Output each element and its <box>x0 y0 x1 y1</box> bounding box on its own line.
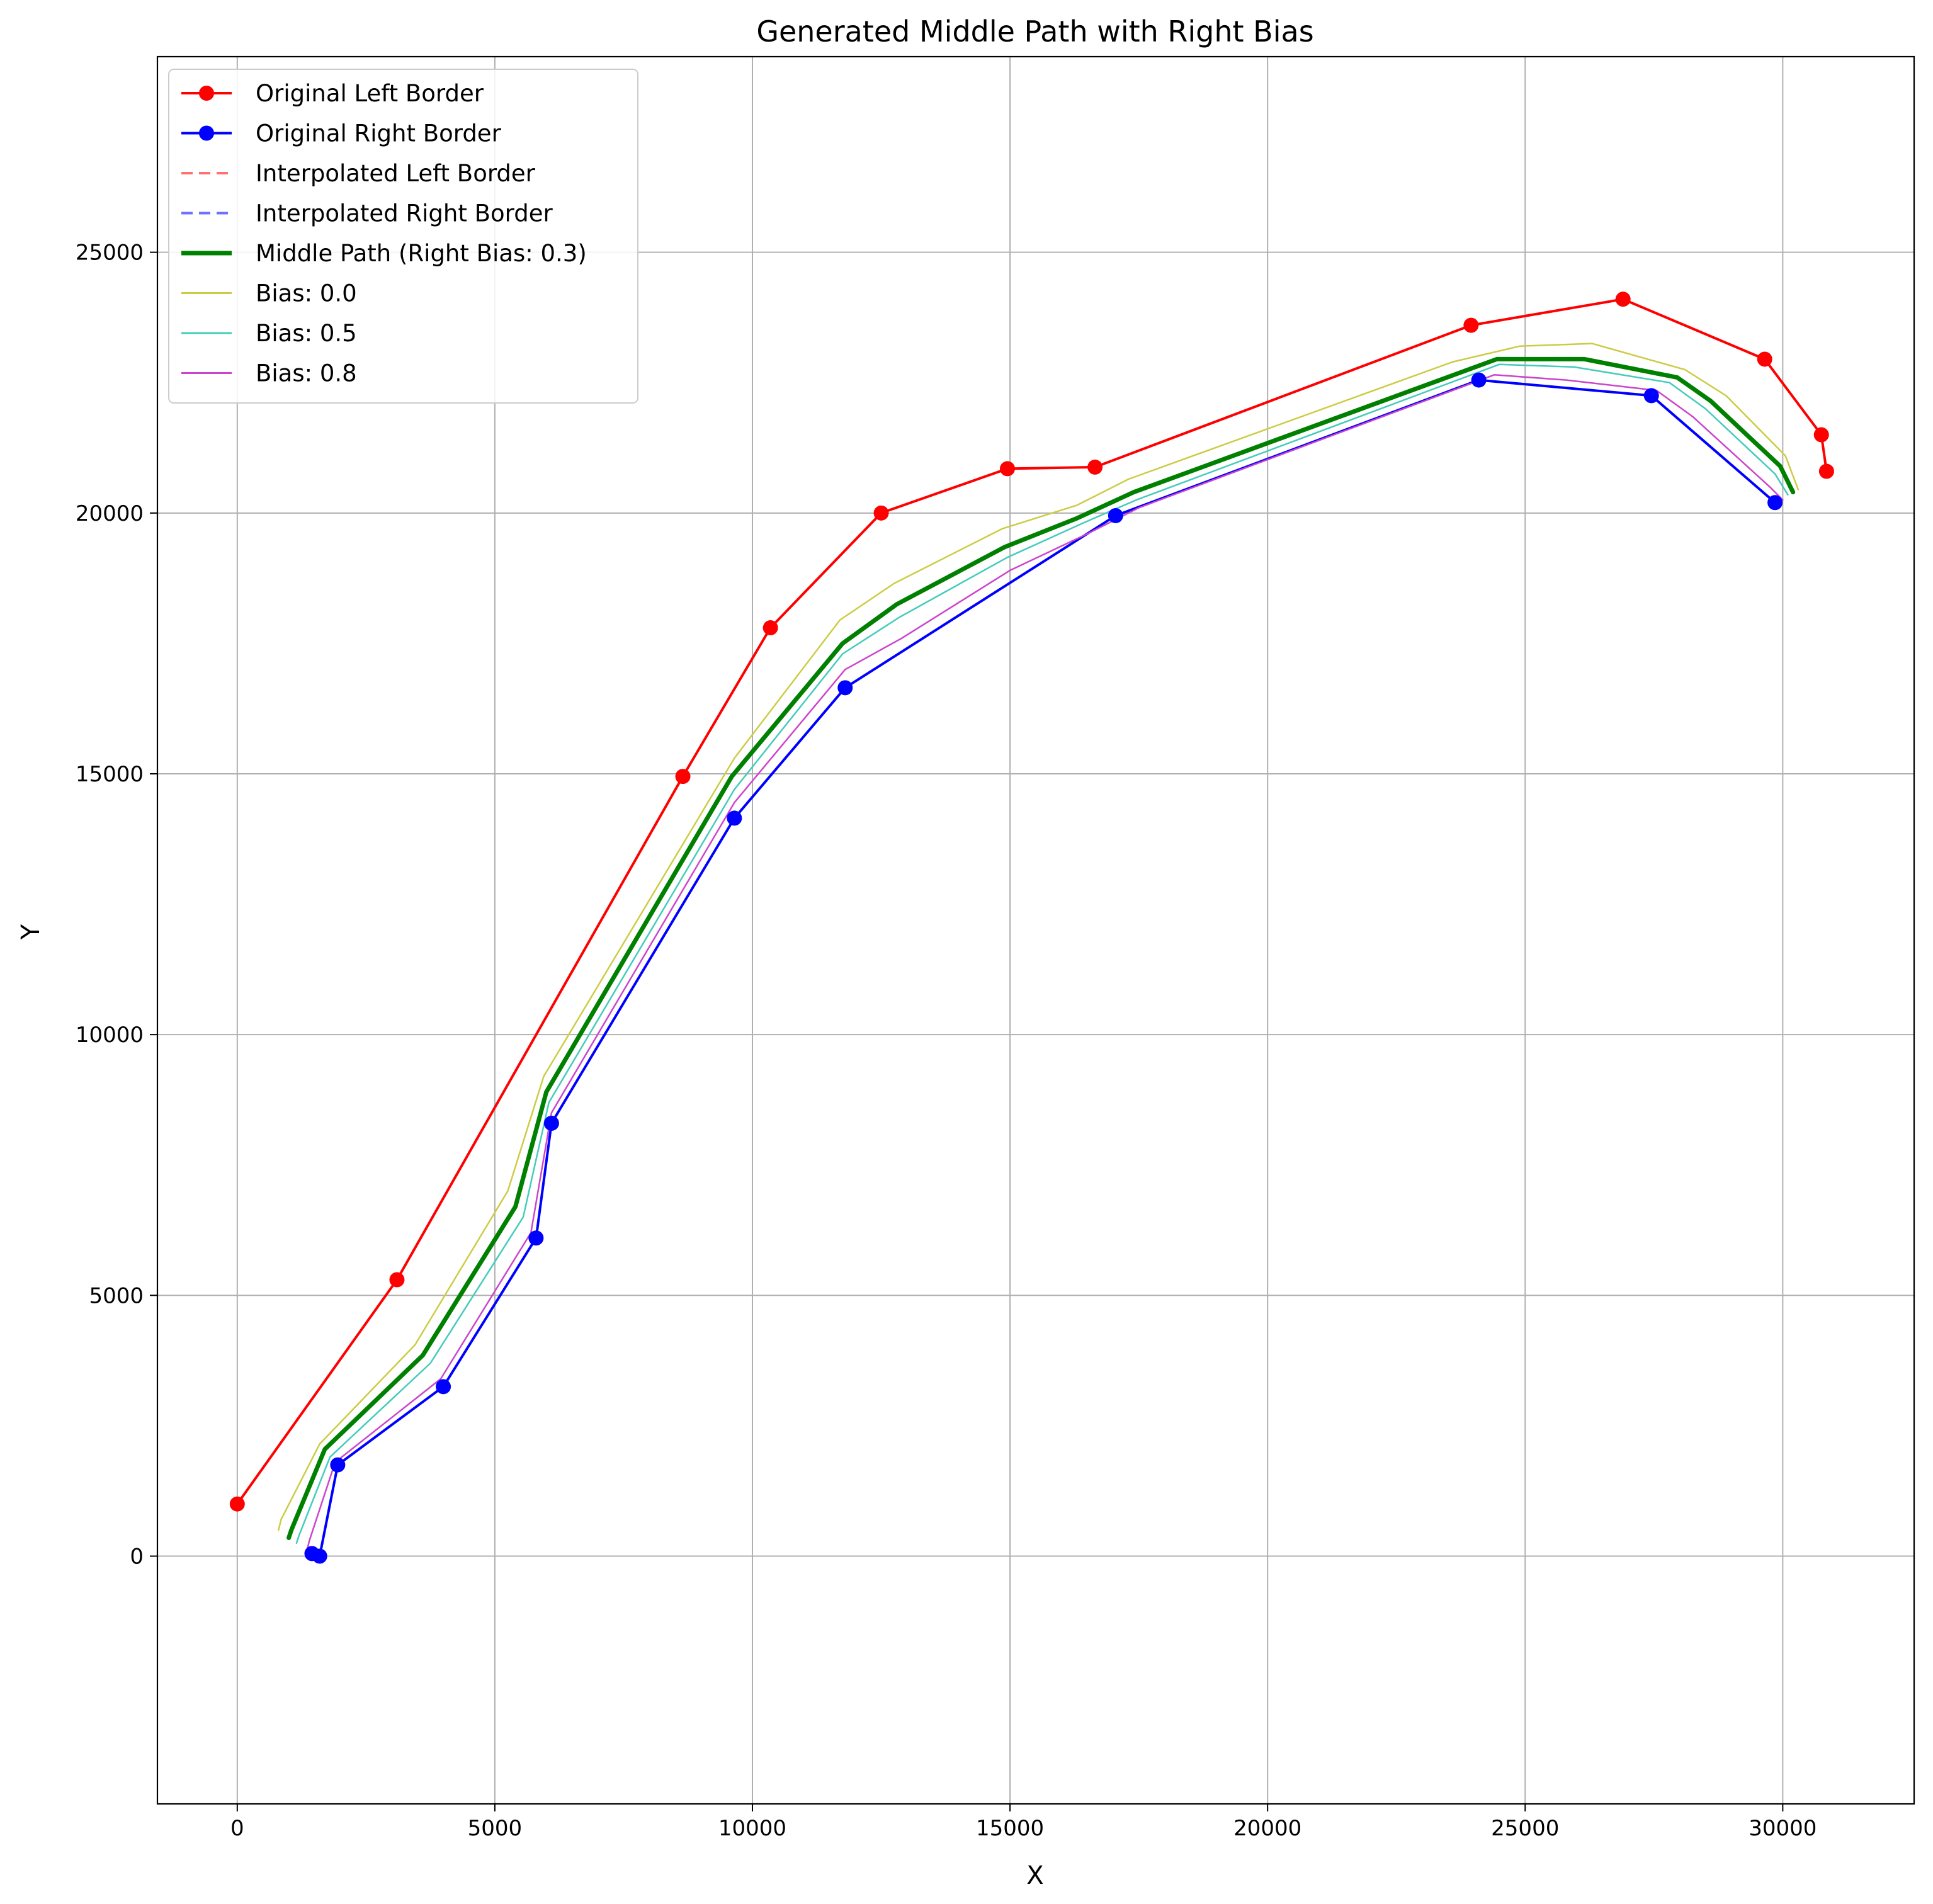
x-tick-label: 30000 <box>1749 1816 1817 1841</box>
legend-label: Bias: 0.5 <box>256 320 357 347</box>
series-line-4 <box>286 356 1796 1540</box>
series-line-5 <box>278 343 1800 1531</box>
legend-box <box>168 69 638 404</box>
legend-label: Original Left Border <box>256 80 484 107</box>
series-point-1 <box>528 1230 544 1246</box>
series-point-0 <box>762 620 778 636</box>
y-tick-label: 0 <box>130 1544 144 1570</box>
y-tick-label: 15000 <box>76 762 144 787</box>
series-point-0 <box>1818 463 1834 479</box>
series-point-0 <box>1813 427 1829 443</box>
legend-label: Interpolated Right Border <box>256 200 553 227</box>
y-tick-label: 25000 <box>76 241 144 266</box>
y-tick-label: 10000 <box>76 1023 144 1048</box>
series-point-0 <box>873 505 889 521</box>
plot-area <box>229 292 1834 1564</box>
legend-marker <box>199 125 214 141</box>
x-tick-label: 15000 <box>976 1816 1044 1841</box>
axis-ticks: 0 5000 10000 15000 20000 25000 30000 0 5000 10000… <box>76 241 1817 1841</box>
series-point-1 <box>436 1379 451 1395</box>
series-point-0 <box>675 769 691 785</box>
series-point-1 <box>1767 495 1783 511</box>
legend-label: Original Right Border <box>256 120 502 147</box>
series-line-7 <box>306 374 1784 1552</box>
x-tick-label: 10000 <box>718 1816 786 1841</box>
legend-label: Bias: 0.0 <box>256 280 357 307</box>
series-point-0 <box>1000 461 1015 477</box>
series-point-0 <box>389 1272 405 1288</box>
series-point-0 <box>1615 292 1631 307</box>
series-point-1 <box>727 810 742 826</box>
series-point-0 <box>1087 459 1103 475</box>
y-tick-label: 5000 <box>89 1283 144 1308</box>
x-tick-label: 0 <box>230 1816 244 1841</box>
series-point-1 <box>312 1548 327 1564</box>
x-tick-label: 20000 <box>1233 1816 1301 1841</box>
legend-label: Bias: 0.8 <box>256 360 357 387</box>
y-axis-label: Y <box>16 924 45 940</box>
series-point-0 <box>1757 351 1772 367</box>
series-point-1 <box>1108 507 1123 523</box>
x-tick-label: 5000 <box>468 1816 523 1841</box>
series-point-1 <box>837 680 853 696</box>
legend: Original Left Border Original Right Borde… <box>168 69 638 404</box>
series-line-0 <box>235 298 1828 1505</box>
series-point-1 <box>1643 388 1659 404</box>
chart-title: Generated Middle Path with Right Bias <box>756 14 1313 48</box>
x-tick-label: 25000 <box>1491 1816 1559 1841</box>
series-point-0 <box>229 1496 245 1512</box>
y-tick-label: 20000 <box>76 501 144 526</box>
series-point-0 <box>1463 317 1479 333</box>
series-line-6 <box>295 363 1789 1544</box>
x-axis-label: X <box>1026 1861 1043 1890</box>
legend-label: Interpolated Left Border <box>256 160 536 187</box>
series-line-1 <box>310 378 1777 1558</box>
axes-frame <box>156 55 1915 1805</box>
series-point-1 <box>330 1457 346 1473</box>
legend-marker <box>199 86 214 101</box>
legend-label: Middle Path (Right Bias: 0.3) <box>256 240 587 267</box>
series-point-1 <box>543 1115 559 1131</box>
series-point-1 <box>1471 372 1487 388</box>
grid <box>157 57 1914 1804</box>
